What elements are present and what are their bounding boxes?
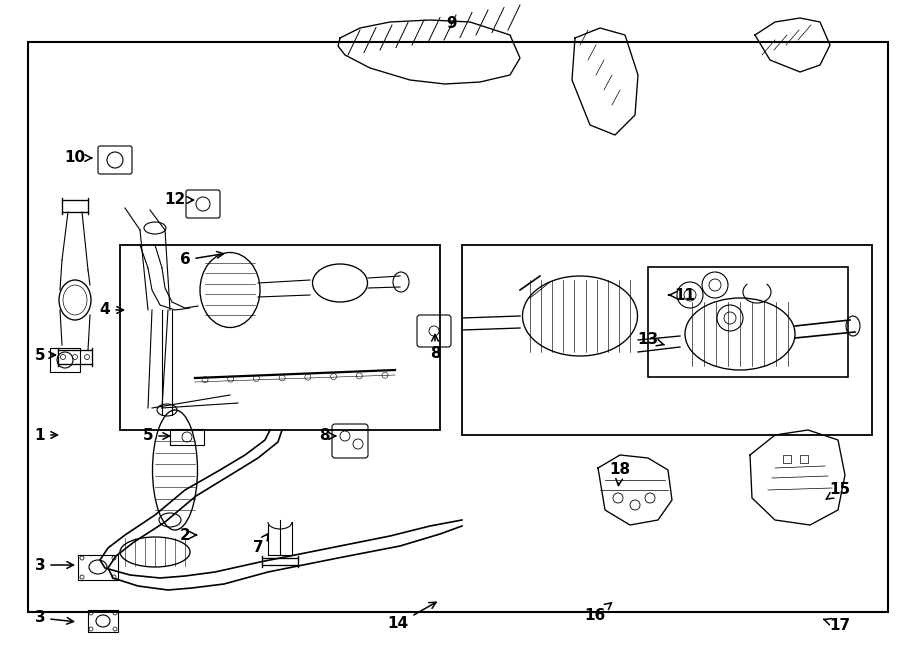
Polygon shape xyxy=(755,18,830,72)
Polygon shape xyxy=(598,455,672,525)
Text: 15: 15 xyxy=(826,483,850,499)
Text: 13: 13 xyxy=(637,332,664,348)
Text: 3: 3 xyxy=(35,611,74,625)
Bar xyxy=(50,348,80,372)
Text: 10: 10 xyxy=(65,151,92,165)
Bar xyxy=(170,429,204,445)
Text: 9: 9 xyxy=(446,17,457,32)
Text: 5: 5 xyxy=(35,348,56,362)
Bar xyxy=(800,455,808,463)
Text: 4: 4 xyxy=(100,303,123,317)
Text: 1: 1 xyxy=(35,428,58,442)
Text: 5: 5 xyxy=(143,428,169,444)
Bar xyxy=(783,455,791,463)
Text: 8: 8 xyxy=(319,428,336,444)
Text: 6: 6 xyxy=(180,251,223,268)
Text: 7: 7 xyxy=(253,533,268,555)
Bar xyxy=(120,245,440,430)
Polygon shape xyxy=(338,20,520,84)
Text: 14: 14 xyxy=(387,602,436,631)
Polygon shape xyxy=(572,28,638,135)
Bar xyxy=(648,267,848,377)
Bar xyxy=(462,245,872,435)
Text: 17: 17 xyxy=(824,617,850,633)
Polygon shape xyxy=(750,430,845,525)
Text: 12: 12 xyxy=(165,192,194,208)
Bar xyxy=(28,42,888,612)
Text: 8: 8 xyxy=(429,334,440,362)
Text: 11: 11 xyxy=(669,288,696,303)
Text: 2: 2 xyxy=(180,527,196,543)
Text: 16: 16 xyxy=(584,603,611,623)
Text: 18: 18 xyxy=(609,463,631,486)
Text: 3: 3 xyxy=(35,557,74,572)
